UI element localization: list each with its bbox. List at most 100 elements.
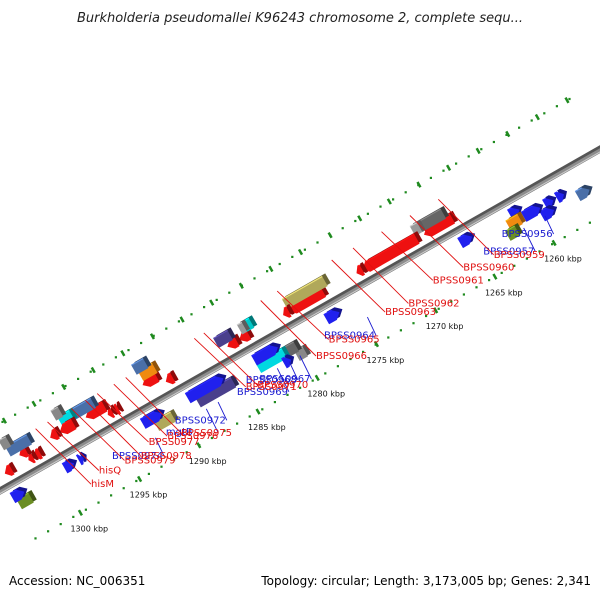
backbone-line: [0, 148, 600, 495]
gene-feature[interactable]: [184, 373, 227, 404]
kbp-minor-tick: [357, 215, 363, 222]
gene-label-text: BPSS0961: [433, 275, 484, 286]
track-dot: [286, 393, 289, 396]
kbp-tick-label: 1285 kbp: [248, 423, 286, 432]
gene-label-BPSS0974[interactable]: BPSS0974: [112, 437, 165, 462]
gene-feature-face: [165, 373, 176, 385]
gene-feature-face: [283, 306, 292, 318]
gene-feature[interactable]: [409, 219, 426, 237]
track-dot: [336, 365, 339, 368]
gene-label-BPSS0965[interactable]: BPSS0965: [276, 290, 380, 346]
gene-feature[interactable]: [504, 223, 524, 241]
kbp-minor-tick: [179, 316, 185, 323]
gene-feature-edge: [283, 306, 287, 309]
label-leader-line: [113, 383, 168, 437]
gene-label-BPSS0976[interactable]: BPSS0976: [113, 383, 218, 442]
kbp-tick: [433, 307, 439, 314]
gene-feature[interactable]: [9, 486, 28, 504]
gene-features: [0, 184, 593, 510]
gene-label-BPSS0977[interactable]: BPSS0977: [96, 393, 200, 449]
gene-label-BPSS0961[interactable]: BPSS0961: [381, 231, 484, 287]
track-dot: [362, 350, 365, 353]
gene-label-BPSS0967[interactable]: BPSS0967: [259, 355, 312, 385]
gene-feature[interactable]: [50, 404, 67, 421]
gene-feature[interactable]: [61, 458, 78, 474]
track-dot: [26, 406, 29, 409]
gene-feature-face: [362, 234, 420, 272]
gene-feature[interactable]: [505, 211, 526, 231]
gene-feature-face: [213, 330, 233, 348]
gene-feature-face: [289, 287, 327, 314]
gene-label-BPSS0959[interactable]: BPSS0959: [437, 198, 545, 261]
gene-feature[interactable]: [236, 319, 251, 335]
gene-feature-side: [240, 319, 251, 332]
gene-label-BPSS0970[interactable]: BPSS0970: [203, 332, 308, 391]
gene-feature[interactable]: [362, 231, 423, 272]
gene-feature[interactable]: [212, 327, 236, 348]
gene-feature[interactable]: [130, 355, 152, 375]
track-dot: [303, 248, 306, 251]
track-dot: [261, 408, 264, 411]
gene-feature-face: [16, 493, 34, 510]
gene-label-text: BPSS0975: [181, 428, 232, 439]
gene-feature[interactable]: [574, 184, 593, 202]
gene-feature[interactable]: [457, 231, 476, 249]
gene-feature[interactable]: [323, 307, 343, 325]
gene-label-BPSS0979[interactable]: BPSS0979: [70, 408, 176, 466]
gene-feature[interactable]: [553, 188, 567, 203]
track-dot: [425, 314, 428, 318]
gene-label-BPSS0975[interactable]: BPSS0975: [125, 377, 232, 439]
gene-feature[interactable]: [0, 433, 15, 451]
kbp-minor-tick: [445, 164, 452, 171]
gene-feature[interactable]: [281, 354, 295, 369]
gene-feature[interactable]: [539, 205, 558, 222]
label-leader-line: [125, 377, 182, 434]
gene-feature[interactable]: [356, 262, 369, 276]
track-dot: [316, 241, 319, 244]
gene-label-BPSS0964[interactable]: BPSS0964: [324, 316, 377, 341]
label-leader-line: [193, 337, 247, 388]
gene-label-hisM[interactable]: hisM: [35, 428, 114, 491]
gene-feature[interactable]: [281, 273, 331, 309]
gene-label-BPSS0969[interactable]: BPSS0969: [237, 368, 290, 398]
gene-feature[interactable]: [4, 461, 18, 476]
gene-label-mgtB[interactable]: mgtB: [166, 408, 219, 438]
track-dot: [555, 105, 558, 108]
track-dot: [387, 336, 390, 339]
gene-feature[interactable]: [59, 416, 80, 435]
track-dot: [77, 377, 80, 380]
gene-feature-edge: [139, 410, 155, 420]
gene-label-BPSS0966[interactable]: BPSS0966: [260, 300, 367, 363]
gene-label-BPSS0962[interactable]: BPSS0962: [352, 247, 459, 310]
gene-feature[interactable]: [520, 202, 544, 222]
gene-feature-face: [281, 357, 292, 369]
kbp-tick: [77, 509, 83, 516]
gene-label-BPSS0972[interactable]: BPSS0972: [175, 401, 228, 426]
gene-label-BPSS0971[interactable]: BPSS0971: [193, 337, 297, 393]
gene-label-text: BPSS0977: [149, 437, 200, 448]
gene-feature[interactable]: [251, 342, 281, 366]
gene-label-BPSS0968[interactable]: BPSS0968: [246, 361, 299, 386]
gene-label-text: BPSS0972: [175, 415, 226, 426]
gene-label-BPSS0963[interactable]: BPSS0963: [331, 259, 436, 318]
gene-feature[interactable]: [75, 451, 87, 466]
gene-label-BPSS0978[interactable]: BPSS0978: [85, 399, 192, 462]
gene-label-BPSS0957[interactable]: BPSS0957: [483, 227, 536, 258]
gene-label-BPSS0960[interactable]: BPSS0960: [409, 215, 514, 274]
gene-feature-edge: [9, 489, 17, 495]
kbp-tick: [551, 239, 557, 247]
gene-feature-face: [57, 410, 75, 427]
gene-feature[interactable]: [416, 206, 450, 232]
kbp-minor-tick: [238, 282, 244, 289]
label-leader-line: [154, 437, 165, 457]
gene-feature[interactable]: [283, 303, 295, 318]
track-dot: [266, 270, 269, 273]
gene-feature-face: [282, 276, 328, 309]
gene-feature-face: [4, 464, 15, 476]
gene-feature-face: [153, 412, 176, 431]
track-dot: [379, 205, 382, 208]
gene-feature[interactable]: [165, 370, 179, 385]
kbp-tick-label: 1270 kbp: [426, 322, 464, 331]
gene-label-hisQ[interactable]: hisQ: [47, 421, 122, 477]
track-dot: [525, 257, 528, 260]
